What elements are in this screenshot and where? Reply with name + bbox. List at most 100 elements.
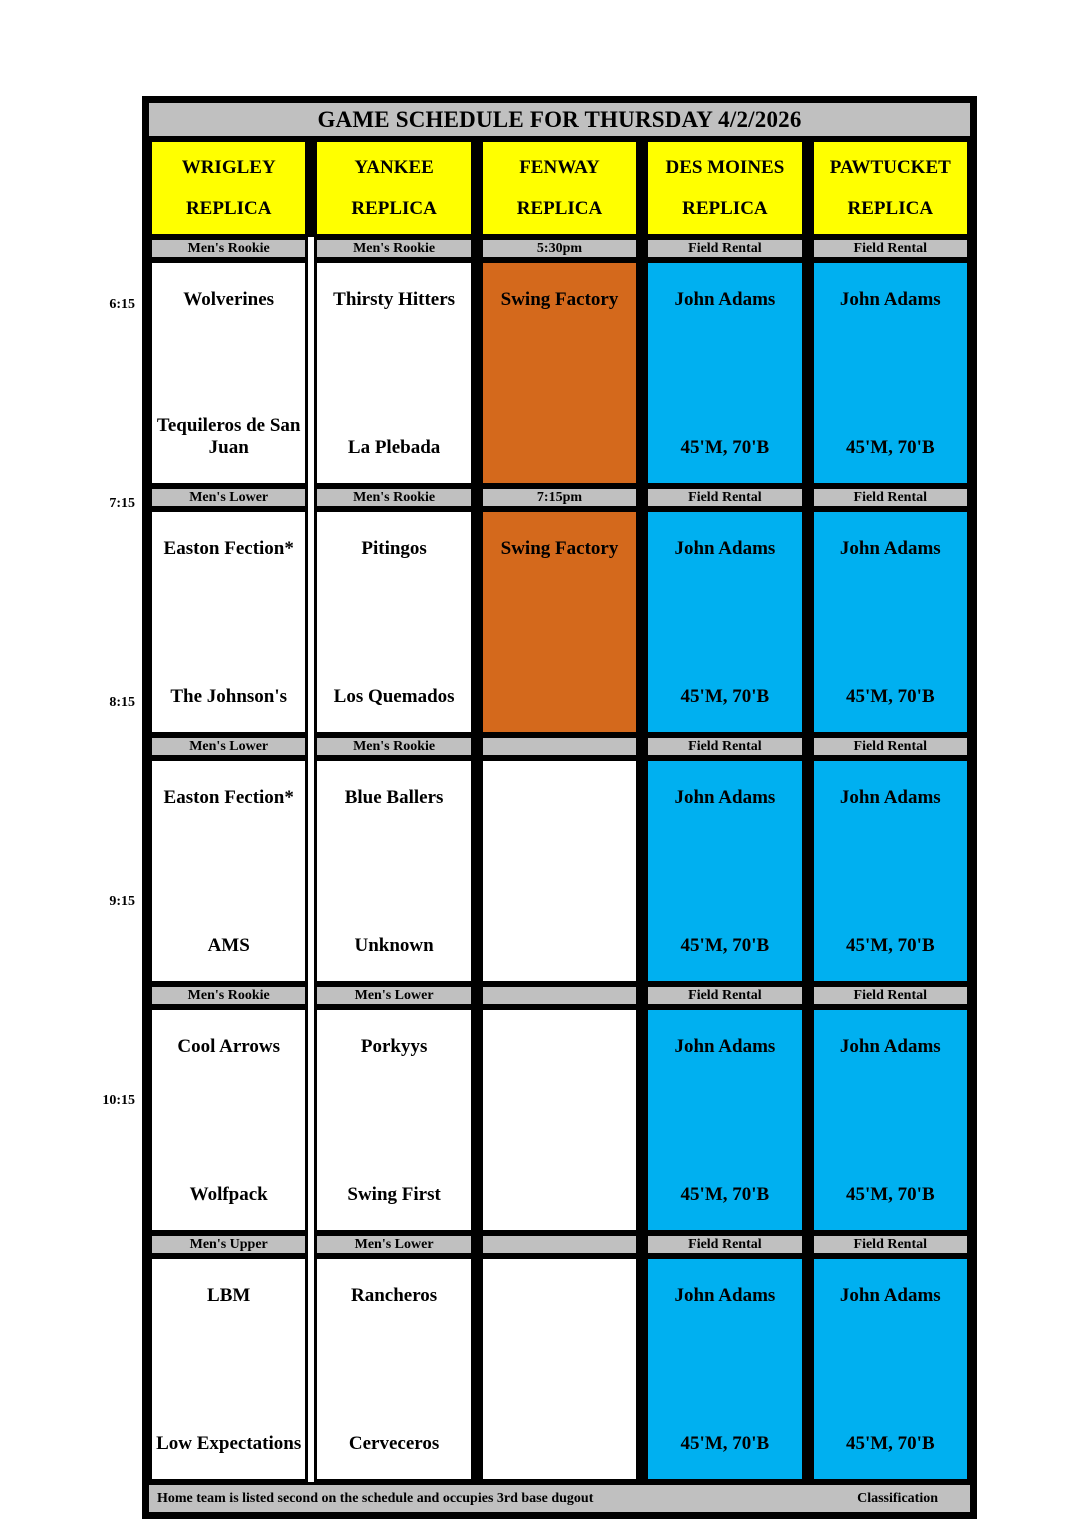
- team-bottom: AMS: [207, 935, 250, 957]
- team-top: John Adams: [839, 1285, 941, 1306]
- team-cell: John Adams 45'M, 70'B: [645, 1256, 805, 1482]
- class-strip: Men's Rookie: [314, 486, 474, 509]
- venue-name-line1: DES MOINES: [665, 157, 785, 178]
- venue-name-line2: REPLICA: [682, 198, 768, 219]
- team-top: Wolverines: [183, 289, 275, 310]
- team-top: John Adams: [839, 1036, 941, 1057]
- team-top: Cool Arrows: [177, 1036, 280, 1057]
- team-cell: John Adams 45'M, 70'B: [645, 260, 805, 486]
- team-cell: Cool Arrows Wolfpack: [149, 1007, 309, 1233]
- footer-note: Home team is listed second on the schedu…: [157, 1490, 594, 1506]
- class-strip: Field Rental: [810, 1233, 970, 1256]
- team-cell: John Adams 45'M, 70'B: [810, 509, 970, 735]
- team-bottom: Unknown: [354, 935, 434, 957]
- time-label: 8:15: [109, 695, 135, 710]
- team-cell: Thirsty Hitters La Plebada: [314, 260, 474, 486]
- team-bottom: Swing First: [347, 1184, 441, 1206]
- venue-name-line1: WRIGLEY: [181, 157, 276, 178]
- team-bottom: The Johnson's: [170, 686, 288, 708]
- team-top: Easton Fection*: [163, 787, 294, 808]
- schedule-page: { "title": "GAME SCHEDULE FOR THURSDAY 4…: [102, 96, 977, 1519]
- team-cell: Wolverines Tequileros de San Juan: [149, 260, 309, 486]
- team-cell: John Adams 45'M, 70'B: [810, 1256, 970, 1482]
- team-cell: John Adams 45'M, 70'B: [645, 758, 805, 984]
- class-strip: Field Rental: [645, 1233, 805, 1256]
- team-cell: John Adams 45'M, 70'B: [810, 758, 970, 984]
- team-cell: [479, 758, 640, 984]
- schedule-title: GAME SCHEDULE FOR THURSDAY 4/2/2026: [149, 103, 970, 139]
- class-strip: Men's Rookie: [314, 735, 474, 758]
- time-label: 10:15: [102, 1093, 135, 1108]
- team-top: Porkyys: [360, 1036, 428, 1057]
- venue-name-line2: REPLICA: [847, 198, 934, 219]
- team-cell: John Adams 45'M, 70'B: [645, 509, 805, 735]
- venue-name-line2: REPLICA: [516, 198, 603, 219]
- class-strip: [479, 1233, 640, 1256]
- venue-name-line1: FENWAY: [519, 157, 600, 178]
- team-top: John Adams: [674, 1036, 776, 1057]
- team-cell: John Adams 45'M, 70'B: [810, 260, 970, 486]
- class-strip: Field Rental: [645, 486, 805, 509]
- time-label: 9:15: [109, 894, 135, 909]
- team-bottom: 45'M, 70'B: [845, 935, 935, 957]
- team-top: John Adams: [839, 538, 941, 559]
- team-cell: Pitingos Los Quemados: [314, 509, 474, 735]
- team-bottom: [487, 440, 632, 459]
- class-strip: Field Rental: [810, 984, 970, 1007]
- team-top: John Adams: [839, 289, 941, 310]
- team-top: Thirsty Hitters: [333, 289, 456, 310]
- venue-name-line1: YANKEE: [354, 157, 434, 178]
- time-label: 6:15: [109, 297, 135, 312]
- team-bottom: Tequileros de San Juan: [156, 415, 301, 459]
- team-top: Rancheros: [350, 1285, 438, 1306]
- class-strip: Field Rental: [645, 984, 805, 1007]
- team-top: Pitingos: [361, 538, 427, 559]
- team-top: Swing Factory: [500, 538, 619, 559]
- team-bottom: [487, 1187, 632, 1206]
- venue-name-line1: PAWTUCKET: [829, 157, 951, 178]
- class-strip: [479, 984, 640, 1007]
- venue-header: YANKEE REPLICA: [314, 139, 474, 237]
- class-strip: Men's Lower: [149, 735, 309, 758]
- team-top: John Adams: [674, 1285, 776, 1306]
- team-cell: Blue Ballers Unknown: [314, 758, 474, 984]
- class-strip: Field Rental: [645, 735, 805, 758]
- team-bottom: Wolfpack: [189, 1184, 268, 1206]
- class-strip: Men's Lower: [314, 1233, 474, 1256]
- team-cell: John Adams 45'M, 70'B: [810, 1007, 970, 1233]
- team-bottom: 45'M, 70'B: [680, 935, 770, 957]
- team-bottom: 45'M, 70'B: [680, 437, 770, 459]
- team-top: [487, 787, 632, 806]
- team-top: [487, 1285, 632, 1304]
- team-bottom: Cerveceros: [348, 1433, 440, 1455]
- team-top: LBM: [207, 1285, 251, 1306]
- team-bottom: [487, 1436, 632, 1455]
- team-cell: Swing Factory: [479, 260, 640, 486]
- footer-bar: Home team is listed second on the schedu…: [149, 1482, 970, 1512]
- team-cell: Rancheros Cerveceros: [314, 1256, 474, 1482]
- class-strip: Men's Rookie: [149, 237, 309, 260]
- time-label: 7:15: [109, 496, 135, 511]
- team-cell: John Adams 45'M, 70'B: [645, 1007, 805, 1233]
- team-bottom: Low Expectations: [156, 1433, 302, 1455]
- class-strip: Men's Rookie: [149, 984, 309, 1007]
- team-cell: Swing Factory: [479, 509, 640, 735]
- class-strip: Field Rental: [645, 237, 805, 260]
- team-top: John Adams: [839, 787, 941, 808]
- team-cell: Porkyys Swing First: [314, 1007, 474, 1233]
- team-bottom: 45'M, 70'B: [680, 1184, 770, 1206]
- class-strip: [479, 735, 640, 758]
- team-bottom: 45'M, 70'B: [680, 686, 770, 708]
- venue-name-line2: REPLICA: [351, 198, 437, 219]
- venue-header: FENWAY REPLICA: [479, 139, 640, 237]
- class-strip: 5:30pm: [479, 237, 640, 260]
- team-bottom: Los Quemados: [333, 686, 455, 708]
- team-top: Easton Fection*: [163, 538, 294, 559]
- team-cell: [479, 1007, 640, 1233]
- team-top: Blue Ballers: [344, 787, 444, 808]
- class-strip: Men's Upper: [149, 1233, 309, 1256]
- team-bottom: 45'M, 70'B: [845, 1184, 935, 1206]
- team-cell: Easton Fection* The Johnson's: [149, 509, 309, 735]
- class-strip: Field Rental: [810, 486, 970, 509]
- class-strip: Field Rental: [810, 237, 970, 260]
